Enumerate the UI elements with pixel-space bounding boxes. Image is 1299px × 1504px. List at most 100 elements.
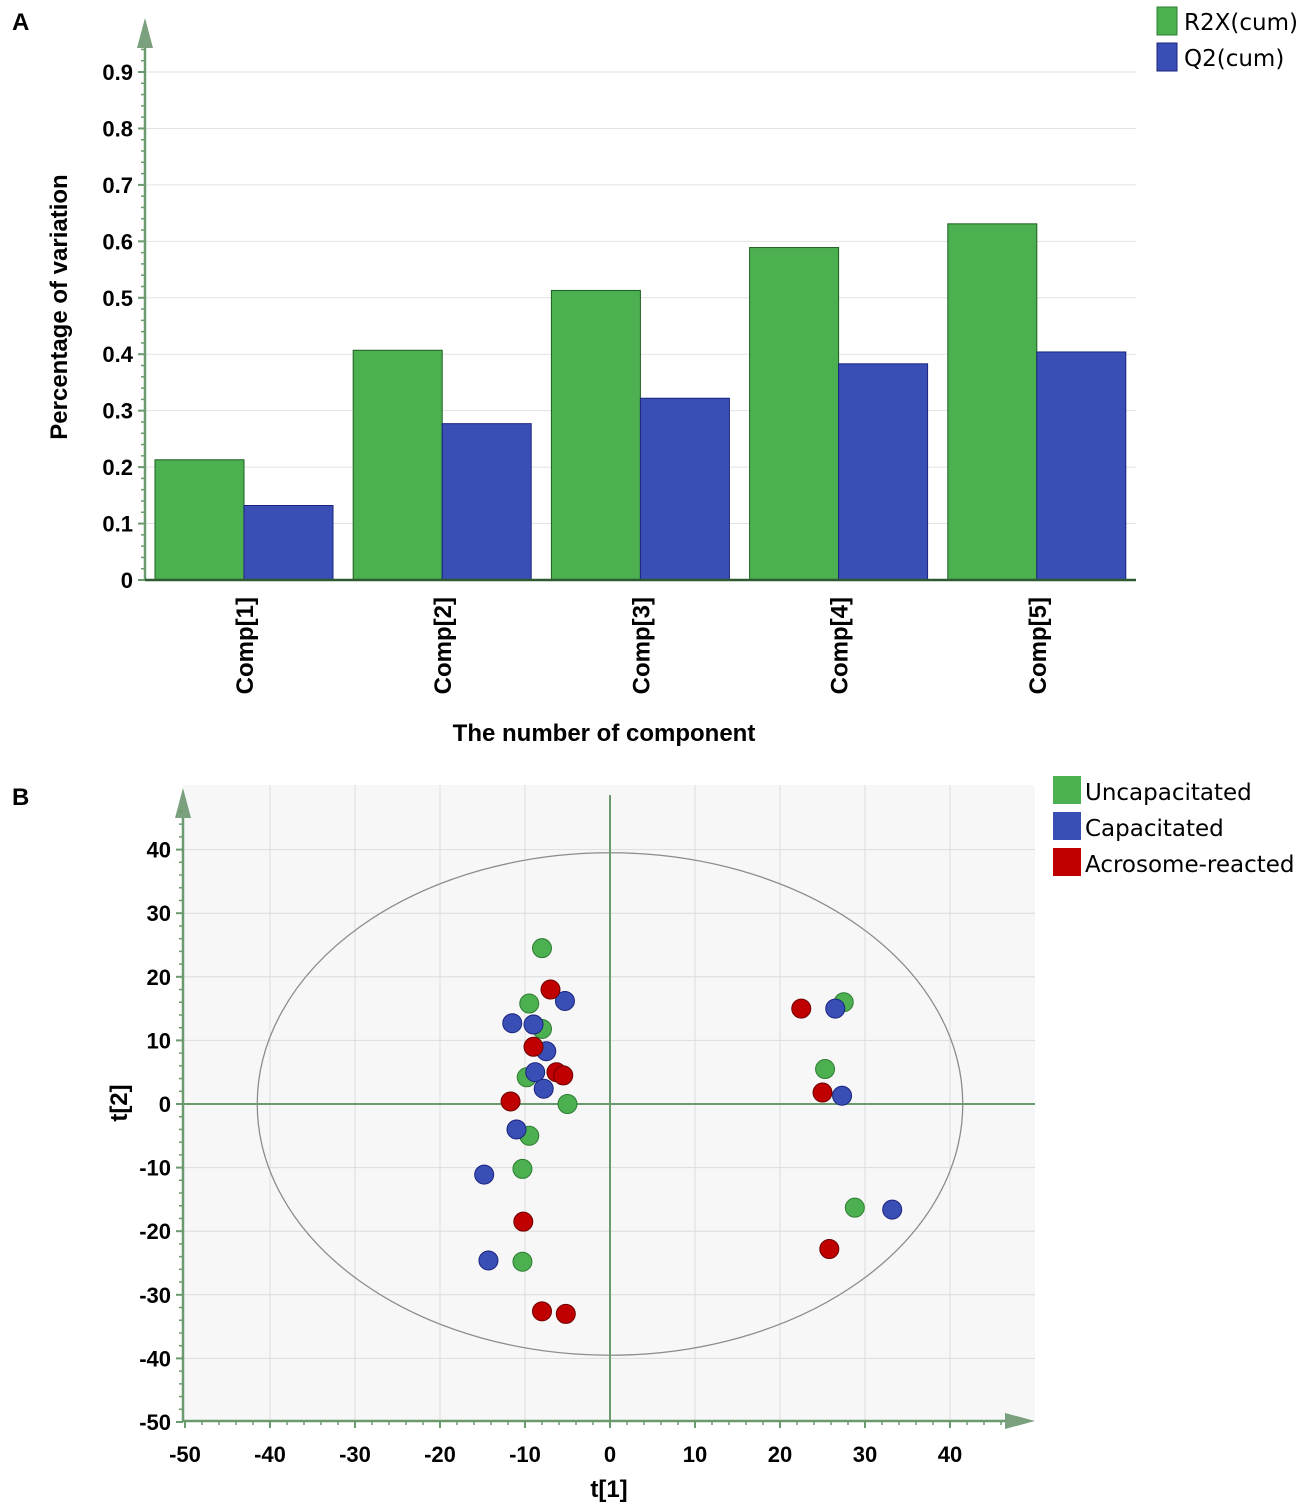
panel-a-x-ticks: Comp[1] Comp[2] Comp[3] Comp[4] Comp[5] bbox=[232, 597, 1052, 694]
panel-a-bars bbox=[154, 223, 1127, 581]
x-tick-label: -10 bbox=[509, 1442, 541, 1467]
point-capacitated bbox=[478, 1250, 499, 1271]
point-uncapacitated bbox=[512, 1158, 533, 1179]
legend-label-q2: Q2(cum) bbox=[1184, 46, 1284, 72]
y-axis-arrow bbox=[175, 788, 191, 818]
point-capacitated bbox=[474, 1164, 495, 1185]
legend-swatch-uncapacitated bbox=[1053, 776, 1081, 804]
y-tick-label: -30 bbox=[139, 1283, 171, 1308]
point-uncapacitated bbox=[512, 1251, 533, 1272]
point-capacitated bbox=[523, 1014, 544, 1035]
bar-r2x-comp4 bbox=[749, 247, 840, 581]
y-tick-label: 0.6 bbox=[102, 229, 133, 254]
y-tick-label: -40 bbox=[139, 1346, 171, 1371]
y-tick-label: 0.2 bbox=[102, 455, 133, 480]
panel-b-y-ticks: 40 30 20 10 0 -10 -20 -30 -40 -50 bbox=[139, 810, 183, 1435]
panel-b-x-ticks: -50 -40 -30 -20 -10 0 10 20 30 40 bbox=[169, 1421, 1002, 1467]
point-capacitated bbox=[525, 1062, 546, 1083]
x-tick-label: 10 bbox=[683, 1442, 707, 1467]
point-acrosome-reacted bbox=[523, 1036, 544, 1057]
x-tick-label: 0 bbox=[604, 1442, 616, 1467]
bar-q2-comp2 bbox=[441, 423, 532, 581]
x-tick-label: Comp[5] bbox=[1025, 597, 1052, 694]
x-tick-label: 20 bbox=[768, 1442, 792, 1467]
x-tick-label: -30 bbox=[339, 1442, 371, 1467]
panel-a-y-ticks: 0 0.1 0.2 0.3 0.4 0.5 0.6 0.7 0.8 0.9 bbox=[102, 48, 145, 593]
x-tick-label: -20 bbox=[424, 1442, 456, 1467]
panel-a-x-axis-label: The number of component bbox=[453, 720, 756, 747]
point-acrosome-reacted bbox=[500, 1091, 521, 1112]
y-axis-arrow bbox=[137, 18, 153, 48]
panel-b-points bbox=[474, 938, 903, 1324]
panel-b-x-axis-label: t[1] bbox=[590, 1476, 627, 1503]
y-tick-label: 0.4 bbox=[102, 342, 133, 367]
point-capacitated bbox=[533, 1078, 554, 1099]
panel-a-legend: R2X(cum) Q2(cum) bbox=[1156, 6, 1298, 72]
panel-a-y-axis-label: Percentage of variation bbox=[46, 174, 73, 439]
y-tick-label: 0.8 bbox=[102, 116, 133, 141]
x-tick-label: Comp[2] bbox=[430, 597, 457, 694]
y-tick-label: 0 bbox=[121, 568, 133, 593]
legend-swatch-r2x bbox=[1156, 6, 1178, 36]
point-uncapacitated bbox=[844, 1197, 865, 1218]
legend-label-capacitated: Capacitated bbox=[1085, 816, 1224, 842]
point-capacitated bbox=[882, 1199, 903, 1220]
point-acrosome-reacted bbox=[791, 998, 812, 1019]
y-tick-label: 0 bbox=[159, 1092, 171, 1117]
bar-q2-comp5 bbox=[1036, 351, 1127, 581]
x-tick-label: Comp[1] bbox=[232, 597, 259, 694]
bar-q2-comp4 bbox=[838, 363, 929, 581]
y-tick-label: 0.7 bbox=[102, 173, 133, 198]
x-axis-arrow bbox=[1005, 1413, 1035, 1429]
x-tick-label: 30 bbox=[853, 1442, 877, 1467]
point-acrosome-reacted bbox=[819, 1239, 840, 1260]
panel-b-legend: Uncapacitated Capacitated Acrosome-react… bbox=[1053, 776, 1295, 878]
y-tick-label: 30 bbox=[147, 901, 171, 926]
panel-a-label: A bbox=[12, 9, 29, 36]
point-capacitated bbox=[554, 990, 575, 1011]
bar-r2x-comp3 bbox=[550, 289, 641, 581]
point-acrosome-reacted bbox=[555, 1303, 576, 1324]
y-tick-label: -10 bbox=[139, 1156, 171, 1181]
legend-swatch-capacitated bbox=[1053, 812, 1081, 840]
y-tick-label: 40 bbox=[147, 838, 171, 863]
x-tick-label: -50 bbox=[169, 1442, 201, 1467]
x-tick-label: Comp[4] bbox=[827, 597, 854, 694]
point-uncapacitated bbox=[557, 1094, 578, 1114]
x-tick-label: 40 bbox=[938, 1442, 962, 1467]
point-capacitated bbox=[506, 1119, 527, 1140]
y-tick-label: 0.5 bbox=[102, 286, 133, 311]
point-capacitated bbox=[825, 998, 846, 1019]
y-tick-label: 20 bbox=[147, 965, 171, 990]
point-capacitated bbox=[832, 1085, 853, 1106]
point-uncapacitated bbox=[532, 938, 552, 959]
legend-label-r2x: R2X(cum) bbox=[1184, 10, 1298, 36]
legend-label-acrosome-reacted: Acrosome-reacted bbox=[1085, 852, 1295, 878]
bar-r2x-comp1 bbox=[154, 459, 245, 581]
point-acrosome-reacted bbox=[532, 1301, 552, 1322]
legend-swatch-q2 bbox=[1156, 42, 1178, 72]
x-tick-label: Comp[3] bbox=[628, 597, 655, 694]
panel-b-y-axis-label: t[2] bbox=[106, 1084, 133, 1121]
point-acrosome-reacted bbox=[553, 1065, 574, 1086]
point-uncapacitated bbox=[815, 1059, 836, 1080]
y-tick-label: 0.1 bbox=[102, 512, 133, 537]
y-tick-label: 10 bbox=[147, 1028, 171, 1053]
bar-q2-comp1 bbox=[243, 504, 334, 581]
bar-r2x-comp2 bbox=[352, 349, 443, 581]
point-acrosome-reacted bbox=[812, 1082, 833, 1103]
y-tick-label: -50 bbox=[139, 1410, 171, 1435]
y-tick-label: 0.3 bbox=[102, 399, 133, 424]
y-tick-label: -20 bbox=[139, 1219, 171, 1244]
panel-b-label: B bbox=[12, 784, 29, 811]
y-tick-label: 0.9 bbox=[102, 60, 133, 85]
x-tick-label: -40 bbox=[254, 1442, 286, 1467]
point-capacitated bbox=[502, 1013, 523, 1034]
bar-q2-comp3 bbox=[639, 397, 730, 581]
legend-label-uncapacitated: Uncapacitated bbox=[1085, 780, 1252, 806]
panel-a: A 00.10.20.30.40.50.60.70.80.9 Comp[1] Co… bbox=[12, 6, 1298, 747]
legend-swatch-acrosome-reacted bbox=[1053, 848, 1081, 876]
